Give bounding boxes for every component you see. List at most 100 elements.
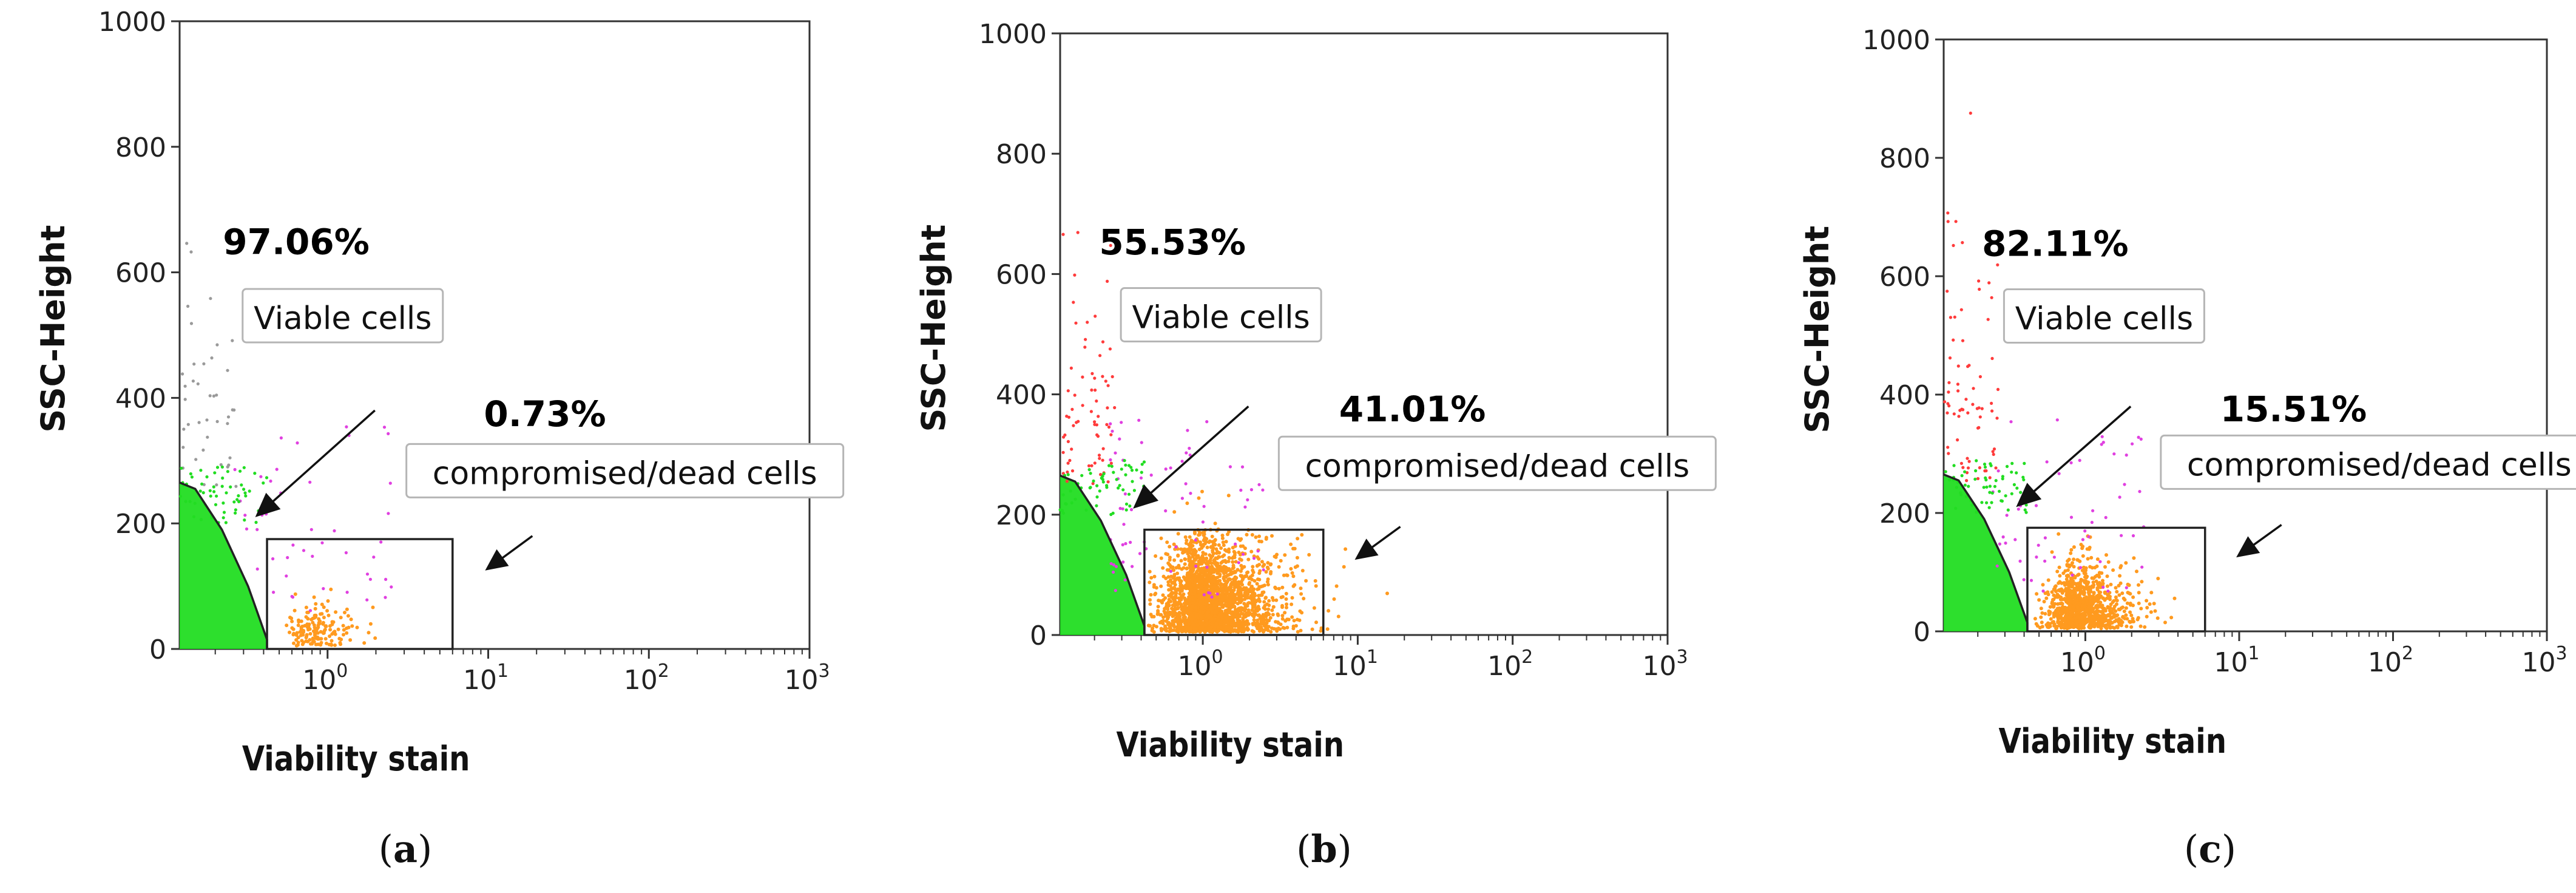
dead-cell-event	[1277, 565, 1281, 569]
dead-cell-event	[373, 636, 377, 640]
dead-cell-event	[1195, 623, 1198, 627]
dead-cell-event	[2143, 625, 2147, 629]
debris-event	[1093, 461, 1097, 465]
debris-event	[1105, 423, 1109, 427]
dead-cell-event	[1188, 630, 1192, 634]
debris-event	[215, 393, 218, 397]
dead-cell-event	[1190, 548, 1194, 552]
caption-letter: c	[2199, 827, 2222, 871]
dead-cell-event	[2145, 599, 2149, 603]
viable-edge-event	[1135, 468, 1138, 472]
viable-percent-label: 55.53%	[1099, 222, 1246, 263]
debris-event	[1070, 469, 1075, 473]
dead-cell-event	[2043, 612, 2047, 616]
y-tick-label: 200	[115, 509, 166, 540]
dead-cell-event	[1189, 574, 1193, 578]
dead-cell-event	[1293, 546, 1297, 551]
dead-cell-event	[1162, 609, 1166, 613]
dead-cell-event	[2125, 601, 2129, 605]
intermediate-event	[2112, 452, 2116, 456]
dead-cell-event	[2108, 608, 2112, 613]
dead-cell-event	[1293, 565, 1297, 569]
viable-arrow-shaft	[1141, 406, 1249, 501]
x-tick-label: 101	[463, 660, 509, 696]
intermediate-event	[1201, 520, 1205, 524]
dead-cell-event	[1227, 556, 1231, 560]
dead-cell-event	[1206, 609, 1211, 614]
dead-cell-event	[1220, 615, 1224, 619]
viable-edge-event	[1084, 508, 1088, 512]
intermediate-event	[1186, 429, 1189, 432]
intermediate-event	[1112, 570, 1115, 574]
dead-cell-event	[2125, 624, 2129, 628]
dead-cell-event	[2101, 582, 2105, 586]
dead-cell-event	[2172, 596, 2177, 600]
debris-event	[1083, 345, 1087, 349]
dead-cell-event	[1336, 614, 1340, 619]
x-tick-label-base: 10	[2368, 647, 2402, 678]
dead-cell-event	[1214, 563, 1219, 567]
dead-cell-event	[1165, 540, 1169, 545]
dead-cell-event	[368, 622, 373, 626]
dead-cell-event	[1293, 583, 1297, 587]
intermediate-event	[2001, 535, 2005, 539]
dead-cell-event	[1270, 608, 1274, 613]
dead-cell-event	[1191, 615, 1195, 619]
dead-cell-event	[1169, 595, 1174, 599]
intermediate-event	[259, 475, 263, 478]
dead-cell-event	[1264, 535, 1268, 540]
y-tick-label: 200	[996, 500, 1047, 531]
dead-cell-event	[1209, 615, 1213, 619]
dead-cell-event	[2046, 622, 2050, 626]
dead-cell-event	[2067, 583, 2072, 588]
dead-cell-event	[2087, 625, 2091, 629]
dead-cell-event	[2059, 625, 2063, 630]
dead-cell-event	[2086, 617, 2090, 621]
dead-cell-event	[1264, 596, 1268, 600]
debris-event	[1946, 211, 1950, 215]
dead-cell-event	[2136, 616, 2140, 620]
viable-edge-event	[1989, 464, 1993, 467]
viable-edge-event	[1990, 491, 1994, 495]
dead-cell-event	[2086, 557, 2090, 561]
dead-cell-event	[1202, 532, 1206, 537]
dead-cell-event	[1178, 622, 1183, 626]
dead-cell-event	[1180, 594, 1185, 598]
dead-cell-event	[1183, 562, 1187, 566]
debris-event	[206, 435, 209, 439]
viable-edge-event	[1985, 501, 1989, 504]
debris-event	[1090, 372, 1094, 376]
viable-edge-event	[1990, 501, 1993, 504]
dead-cell-event	[2078, 606, 2082, 611]
dead-cell-event	[311, 639, 316, 643]
intermediate-event	[1202, 504, 1206, 508]
intermediate-event	[1129, 508, 1134, 512]
dead-cell-event	[1178, 614, 1182, 619]
dead-cell-event	[2070, 623, 2074, 627]
viable-edge-event	[2015, 471, 2018, 475]
intermediate-event	[2009, 420, 2013, 424]
dead-cell-event	[2060, 602, 2064, 606]
dead-cell-event	[316, 623, 320, 628]
debris-event	[1959, 308, 1963, 311]
debris-event	[191, 379, 195, 383]
dead-cell-event	[1236, 568, 1240, 572]
debris-event	[1956, 438, 1959, 442]
dead-cell-event	[1243, 591, 1247, 595]
debris-event	[1954, 220, 1958, 223]
intermediate-event	[1164, 509, 1168, 513]
dead-cell-event	[1200, 557, 1205, 561]
dead-cell-event	[1197, 496, 1201, 500]
intermediate-event	[2043, 559, 2047, 563]
dead-cell-event	[1197, 590, 1201, 594]
dead-cell-event	[1220, 536, 1225, 540]
viable-edge-event	[224, 521, 228, 525]
viable-label-box	[242, 288, 444, 344]
dead-cell-event	[1289, 567, 1293, 571]
viable-edge-event	[242, 487, 246, 491]
viable-arrow-head	[1133, 484, 1158, 509]
dead-cell-event	[1208, 539, 1212, 543]
intermediate-event	[291, 543, 295, 547]
debris-event	[186, 423, 190, 426]
dead-cell-event	[1209, 572, 1213, 576]
